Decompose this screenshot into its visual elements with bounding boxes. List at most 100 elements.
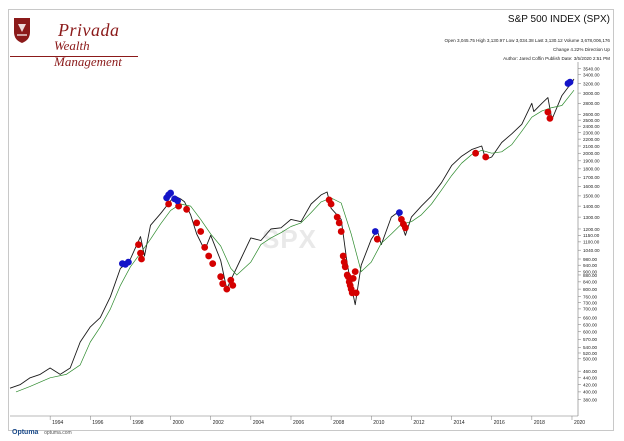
sell-signal-marker — [138, 255, 145, 263]
price-stats: Open 3,045.75 High 3,130.97 Low 3,034.38… — [444, 38, 610, 43]
sell-signal-marker — [197, 228, 205, 235]
y-tick-label: 900.00 — [583, 269, 597, 274]
y-tick-label: 1300.00 — [583, 215, 600, 220]
x-tick-label: 2004 — [253, 420, 264, 426]
y-tick-label: 2200.00 — [583, 137, 600, 142]
buy-signal-marker — [167, 189, 175, 197]
sell-signal-marker — [341, 263, 349, 271]
sell-signal-marker — [201, 244, 209, 251]
optuma-logo: Optuma — [12, 429, 39, 436]
y-tick-label: 600.00 — [583, 330, 597, 335]
y-tick-label: 800.00 — [583, 287, 597, 292]
sell-signal-marker — [137, 249, 144, 257]
y-tick-label: 700.00 — [583, 307, 597, 312]
y-tick-label: 3540.00 — [583, 66, 600, 71]
x-tick-label: 2006 — [293, 420, 304, 426]
sell-signal-marker — [217, 273, 225, 281]
y-tick-label: 1400.00 — [583, 204, 600, 209]
y-tick-label: 2800.00 — [583, 101, 600, 106]
y-tick-label: 3000.00 — [583, 91, 600, 96]
moving-average-line — [15, 89, 575, 393]
y-tick-label: 630.00 — [583, 322, 597, 327]
buy-signal-marker — [371, 228, 379, 235]
y-tick-label: 1040.00 — [583, 248, 600, 253]
buy-signal-marker — [174, 197, 182, 205]
sell-signal-marker — [183, 205, 191, 213]
y-tick-label: 380.00 — [583, 397, 597, 402]
x-tick-label: 2002 — [213, 420, 224, 426]
sell-signal-marker — [205, 252, 213, 260]
y-tick-label: 840.00 — [583, 280, 597, 285]
y-tick-label: 2300.00 — [583, 130, 600, 135]
y-tick-label: 660.00 — [583, 315, 597, 320]
y-tick-label: 520.00 — [583, 351, 597, 356]
sell-signal-marker — [339, 252, 347, 260]
optuma-url: optuma.com — [44, 430, 72, 436]
brand-logo: Privada Wealth Management — [10, 14, 138, 69]
sell-signal-marker — [227, 276, 235, 284]
y-tick-label: 1500.00 — [583, 194, 600, 199]
y-tick-label: 1100.00 — [583, 240, 600, 245]
footer: Optuma optuma.com — [12, 429, 72, 436]
y-tick-label: 3400.00 — [583, 72, 600, 77]
buy-signal-marker — [124, 258, 132, 266]
sell-signal-marker — [546, 115, 554, 122]
y-tick-label: 1200.00 — [583, 227, 600, 232]
buy-signal-marker — [566, 78, 574, 86]
sell-signal-marker — [209, 260, 217, 267]
y-tick-label: 2100.00 — [583, 144, 600, 149]
y-tick-label: 1900.00 — [583, 159, 600, 164]
y-tick-label: 2500.00 — [583, 118, 600, 123]
y-tick-label: 2000.00 — [583, 151, 600, 156]
brand-name: Privada — [58, 20, 120, 40]
sell-signal-marker — [327, 200, 335, 208]
x-tick-label: 2018 — [534, 420, 545, 426]
sell-signal-marker — [544, 108, 552, 116]
sell-signal-marker — [135, 241, 142, 249]
y-tick-label: 540.00 — [583, 345, 597, 350]
sell-signal-marker — [333, 213, 341, 221]
x-tick-label: 1998 — [132, 420, 143, 426]
sell-signal-marker — [335, 219, 343, 227]
sell-signal-marker — [229, 282, 237, 289]
sell-signal-marker — [337, 228, 345, 235]
x-tick-label: 2010 — [373, 420, 384, 426]
sell-signal-marker — [482, 153, 490, 161]
y-tick-label: 440.00 — [583, 376, 597, 381]
y-tick-label: 940.00 — [583, 263, 597, 268]
y-tick-label: 460.00 — [583, 369, 597, 374]
x-tick-label: 2016 — [494, 420, 505, 426]
sell-signal-marker — [349, 275, 357, 282]
change-line: Change 4.22% Direction Up — [553, 47, 610, 52]
sell-signal-marker — [193, 219, 201, 227]
brand-subtitle: Wealth Management — [54, 38, 122, 69]
sell-signal-marker — [472, 149, 479, 157]
y-tick-label: 1800.00 — [583, 167, 600, 172]
sell-signal-marker — [223, 285, 231, 293]
y-tick-label: 500.00 — [583, 357, 597, 362]
y-tick-label: 760.00 — [583, 295, 597, 300]
y-tick-label: 880.00 — [583, 273, 597, 278]
x-tick-label: 1994 — [52, 420, 63, 426]
y-tick-label: 1700.00 — [583, 175, 600, 180]
y-tick-label: 980.00 — [583, 257, 597, 262]
price-line — [9, 78, 575, 389]
y-tick-label: 2400.00 — [583, 124, 600, 129]
x-tick-label: 2000 — [173, 420, 184, 426]
sell-signal-marker — [402, 224, 409, 232]
x-tick-label: 2012 — [413, 420, 424, 426]
author-line: Author: Jared Coffin Publish Date: 3/5/2… — [503, 56, 610, 61]
sell-signal-marker — [219, 280, 227, 288]
y-tick-label: 400.00 — [583, 390, 597, 395]
y-tick-label: 2600.00 — [583, 112, 600, 117]
sell-signal-marker — [175, 202, 183, 210]
y-tick-label: 1600.00 — [583, 184, 600, 189]
x-tick-label: 1996 — [92, 420, 103, 426]
buy-signal-marker — [396, 209, 403, 217]
x-tick-label: 2014 — [454, 420, 465, 426]
chart-header: S&P 500 INDEX (SPX) Open 3,045.75 High 3… — [444, 14, 610, 63]
y-tick-label: 1150.00 — [583, 233, 600, 238]
y-tick-label: 570.00 — [583, 337, 597, 342]
sell-signal-marker — [351, 268, 359, 275]
